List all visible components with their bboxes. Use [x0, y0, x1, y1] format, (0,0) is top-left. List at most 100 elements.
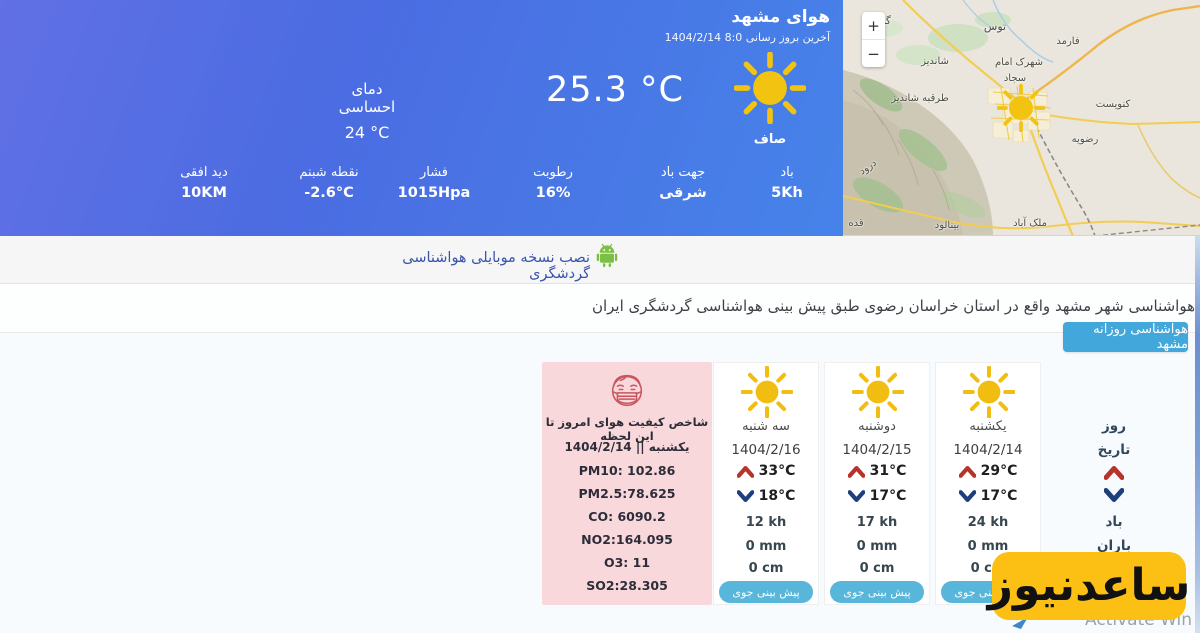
stat-wind: باد 5Kh	[737, 165, 837, 201]
row-label-date: تاریخ	[1097, 442, 1131, 458]
stat-value: 5Kh	[771, 185, 803, 201]
forecast-low: 18°C	[758, 488, 796, 504]
forecast-card-sunday: یکشنبه 1404/2/14 29°C 17°C 24 kh 0 mm 0 …	[935, 362, 1041, 605]
stat-value: شرقی	[659, 185, 707, 201]
forecast-high: 33°C	[758, 463, 796, 479]
map-label-sajjad: سجاد	[1003, 73, 1027, 84]
row-label-rain: باران	[1096, 538, 1132, 554]
air-quality-panel: شاخص کیفیت هوای امروز تا این لحظه یکشنبه…	[542, 362, 712, 605]
map-label-malek-abad: ملک آباد	[1013, 218, 1047, 229]
forecast-day: دوشنبه	[858, 419, 896, 434]
map-label-binalud: بینالود	[934, 220, 960, 231]
aqi-pm10: PM10: 102.86	[578, 463, 676, 478]
condition-text: صاف	[753, 132, 787, 147]
forecast-card-tuesday: سه شنبه 1404/2/16 33°C 18°C 12 kh 0 mm 0…	[713, 362, 819, 605]
row-label-day: روز	[1102, 418, 1126, 434]
forecast-snow: 0 cm	[859, 561, 895, 576]
stat-value: -2.6°C	[304, 185, 354, 201]
current-weather-panel: هوای مشهد آخرین بروز رسانی 8:0‏ 1404/2/1…	[0, 0, 843, 236]
zoom-in-button[interactable]: +	[862, 12, 885, 40]
saednews-watermark: ساعدنیوز	[988, 552, 1190, 620]
forecast-high: 31°C	[869, 463, 907, 479]
map-zoom-control: + −	[862, 12, 885, 67]
aqi-title: شاخص کیفیت هوای امروز تا این لحظه	[545, 415, 709, 443]
aqi-pm25: PM2.5:78.625	[578, 486, 676, 501]
forecast-snow: 0 cm	[748, 561, 784, 576]
stat-visibility: دید افقی 10KM	[154, 165, 254, 201]
sun-icon	[852, 366, 904, 418]
high-temp-arrow-icon	[736, 465, 754, 478]
forecast-card-monday: دوشنبه 1404/2/15 31°C 17°C 17 kh 0 mm 0 …	[824, 362, 930, 605]
low-temp-arrow-icon	[958, 489, 976, 502]
forecast-wind: 17 kh	[856, 515, 898, 530]
map-sun-marker-icon	[997, 84, 1045, 132]
watermark-text: ساعدنیوز	[987, 560, 1191, 611]
intro-row: هواشناسی شهر مشهد واقع در استان خراسان ر…	[0, 284, 1200, 333]
map-label-shandiz: شاندیز	[921, 56, 949, 67]
stat-label: نقطه شبنم	[299, 165, 359, 180]
forecast-rain: 0 mm	[967, 539, 1009, 554]
map-label-razavieh: رضویه	[1071, 134, 1099, 145]
forecast-detail-button[interactable]: پیش بینی جوی	[830, 581, 924, 603]
stat-label: دید افقی	[180, 165, 228, 180]
mobile-app-link[interactable]: نصب نسخه موبایلی هواشناسی گردشگری	[402, 250, 590, 282]
aqi-o3: O3: 11	[603, 555, 651, 570]
map-label-torqabeh-shandiz: طرقبه شاندیز	[891, 93, 949, 104]
map-label-farmad: فارمد	[1056, 36, 1080, 47]
forecast-low: 17°C	[869, 488, 907, 504]
forecast-low: 17°C	[980, 488, 1018, 504]
forecast-row-labels: روز تاریخ باد باران	[1040, 362, 1188, 605]
row-label-wind: باد	[1105, 514, 1123, 530]
forecast-date: 1404/2/15	[842, 442, 912, 458]
stat-label: رطوبت	[533, 165, 573, 180]
scrollbar[interactable]	[1195, 236, 1200, 633]
stat-humidity: رطوبت 16%	[503, 165, 603, 201]
high-temp-arrow-icon	[847, 465, 865, 478]
forecast-high: 29°C	[980, 463, 1018, 479]
stat-label: جهت باد	[660, 165, 706, 180]
high-temp-arrow-icon	[958, 465, 976, 478]
stat-label: فشار	[419, 165, 449, 180]
last-update: آخرین بروز رسانی 8:0‏ 1404/2/14	[664, 31, 830, 44]
map-label-shahrak-emam: شهرک امام	[994, 57, 1043, 68]
stat-value: 16%	[535, 185, 571, 201]
forecast-detail-button[interactable]: پیش بینی جوی	[719, 581, 813, 603]
feels-like-value: 24 °C	[344, 123, 390, 142]
stat-label: باد	[780, 165, 794, 180]
mask-face-icon	[611, 374, 643, 407]
sun-icon	[741, 366, 793, 418]
android-icon	[596, 243, 618, 268]
sun-icon	[963, 366, 1015, 418]
map-label-kenevist: کنویست	[1095, 99, 1131, 110]
forecast-date: 1404/2/16	[731, 442, 801, 458]
city-title: هوای مشهد	[731, 7, 830, 27]
aqi-co: CO: 6090.2	[588, 509, 666, 524]
low-temp-arrow-icon	[736, 489, 754, 502]
map[interactable]: گلبهار توس فارمد شاندیز شهرک امام سجاد ط…	[843, 0, 1200, 236]
forecast-day: سه شنبه	[742, 419, 790, 434]
aqi-date: یکشنبه || 1404/2/14	[564, 440, 690, 454]
aqi-no2: NO2:164.095	[581, 532, 673, 547]
stat-value: 1015Hpa	[397, 185, 471, 201]
map-label-qadeh: قده	[848, 218, 864, 229]
daily-weather-button[interactable]: هواشناسی روزانه مشهد	[1063, 322, 1188, 352]
forecast-wind: 24 kh	[967, 515, 1009, 530]
low-temp-arrow-icon	[1104, 488, 1124, 502]
stat-wind-direction: جهت باد شرقی	[633, 165, 733, 201]
zoom-out-button[interactable]: −	[867, 44, 880, 63]
forecast-day: یکشنبه	[969, 419, 1007, 434]
feels-like-label: دمای احساسی	[338, 80, 396, 116]
current-temperature: 25.3 °C	[546, 70, 684, 110]
blue-cursor-glyph	[1012, 617, 1028, 629]
sun-icon	[734, 52, 806, 124]
forecast-rain: 0 mm	[745, 539, 787, 554]
stat-value: 10KM	[181, 185, 227, 201]
stat-dew-point: نقطه شبنم -2.6°C	[279, 165, 379, 201]
forecast-wind: 12 kh	[745, 515, 787, 530]
app-banner: نصب نسخه موبایلی هواشناسی گردشگری	[0, 236, 1200, 284]
stat-pressure: فشار 1015Hpa	[384, 165, 484, 201]
high-temp-arrow-icon	[1104, 466, 1124, 480]
feels-like: دمای احساسی 24 °C	[321, 80, 413, 142]
forecast-date: 1404/2/14	[953, 442, 1023, 458]
